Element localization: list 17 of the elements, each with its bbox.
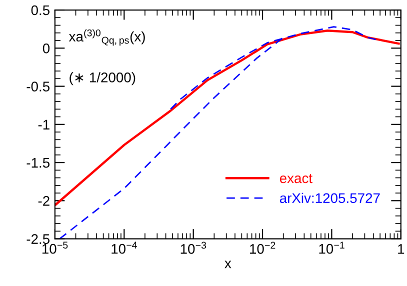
legend-label: arXiv:1205.5727 (280, 192, 380, 204)
y-tick-label: -1.5 (26, 158, 50, 168)
annotation: xa$^{(3)0}$$_{Qq,ps}$(x) (68, 29, 145, 46)
x-tick-label: 10$^{−2}$ (250, 242, 276, 254)
x-tick-label: 10$^{−1}$ (319, 242, 344, 254)
x-tick-label: 10$^{−3}$ (180, 242, 206, 254)
y-tick-label: -2.5 (26, 234, 50, 244)
y-tick-label: 0 (42, 43, 50, 54)
y-tick-label: 0.5 (31, 5, 50, 16)
y-tick-label: -2 (38, 196, 50, 206)
annotation: (∗ 1/2000) (70, 72, 136, 86)
y-tick-label: -0.5 (26, 82, 50, 92)
x-axis-title: x (224, 260, 232, 268)
x-tick-label: 1 (398, 244, 404, 254)
x-tick-label: 10$^{−4}$ (112, 242, 137, 254)
legend-label: exact (280, 174, 312, 184)
y-tick-label: -1 (38, 120, 50, 130)
